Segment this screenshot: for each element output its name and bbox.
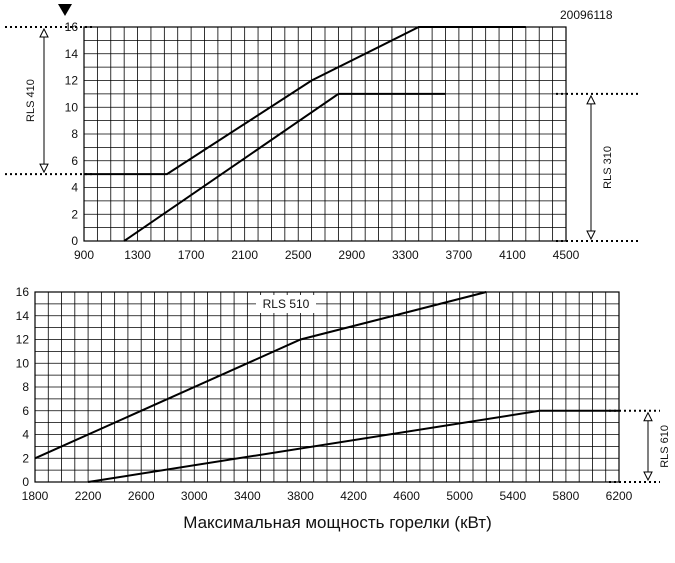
x-tick-label: 5800	[553, 489, 580, 503]
y-tick-label: 6	[71, 154, 78, 168]
x-tick-label: 2600	[128, 489, 155, 503]
document-code: 20096118	[560, 8, 613, 22]
x-tick-label: 6200	[606, 489, 633, 503]
range-arrow-head	[39, 27, 49, 38]
y-tick-label: 14	[65, 47, 79, 61]
y-tick-label: 2	[71, 207, 78, 221]
inline-label-bg	[256, 295, 316, 313]
x-tick-label: 1300	[124, 248, 151, 262]
x-tick-label: 900	[74, 248, 94, 262]
range-label: RLS 610	[659, 425, 671, 468]
x-tick-label: 4600	[393, 489, 420, 503]
range-label: RLS 410	[25, 79, 37, 122]
y-tick-label: 8	[22, 380, 29, 394]
x-tick-label: 1700	[178, 248, 205, 262]
x-tick-label: 4500	[553, 248, 580, 262]
x-tick-label: 4200	[340, 489, 367, 503]
series-line	[87, 409, 619, 483]
range-arrow-head	[643, 411, 653, 422]
range-arrow-head	[643, 471, 653, 482]
x-tick-label: 3000	[181, 489, 208, 503]
x-tick-label: 1800	[22, 489, 49, 503]
y-tick-label: 12	[16, 333, 30, 347]
y-tick-label: 6	[22, 404, 29, 418]
y-tick-label: 4	[71, 181, 78, 195]
x-axis-caption: Максимальная мощность горелки (кВт)	[183, 513, 492, 532]
x-tick-label: 3800	[287, 489, 314, 503]
x-tick-label: 5400	[499, 489, 526, 503]
y-tick-label: 8	[71, 127, 78, 141]
y-tick-label: 2	[22, 451, 29, 465]
range-arrow-head	[586, 230, 596, 241]
x-tick-label: 5000	[446, 489, 473, 503]
range-label: RLS 310	[602, 146, 614, 189]
y-tick-label: 12	[65, 74, 79, 88]
y-tick-label: 4	[22, 428, 29, 442]
x-tick-label: 3700	[446, 248, 473, 262]
plot-frame	[34, 291, 620, 483]
x-tick-label: 2100	[231, 248, 258, 262]
y-tick-label: 10	[16, 356, 30, 370]
series-line	[34, 291, 487, 460]
y-tick-label: 14	[16, 309, 30, 323]
x-tick-label: 3300	[392, 248, 419, 262]
plot-frame	[83, 26, 567, 242]
series-line	[123, 92, 446, 242]
y-tick-label: 16	[16, 285, 30, 299]
series-line	[84, 26, 526, 176]
x-tick-label: 2900	[338, 248, 365, 262]
x-tick-label: 3400	[234, 489, 261, 503]
x-tick-label: 2200	[75, 489, 102, 503]
range-arrow-head	[39, 163, 49, 174]
y-tick-label: 0	[22, 475, 29, 489]
inline-series-label: RLS 510	[263, 297, 310, 311]
chart-bottom: 1800 2200 2600 3000 3400 3800 4200 4600 5000 5400…	[16, 285, 671, 503]
x-tick-label: 4100	[499, 248, 526, 262]
y-tick-label: 10	[65, 100, 79, 114]
range-arrow-head	[586, 94, 596, 105]
x-tick-label: 2500	[285, 248, 312, 262]
y-tick-label: 0	[71, 234, 78, 248]
marker-triangle	[58, 4, 72, 16]
chart-top: 900 1300 1700 2100 2500 2900 3300 3700 4100 4500 0…	[5, 20, 641, 262]
